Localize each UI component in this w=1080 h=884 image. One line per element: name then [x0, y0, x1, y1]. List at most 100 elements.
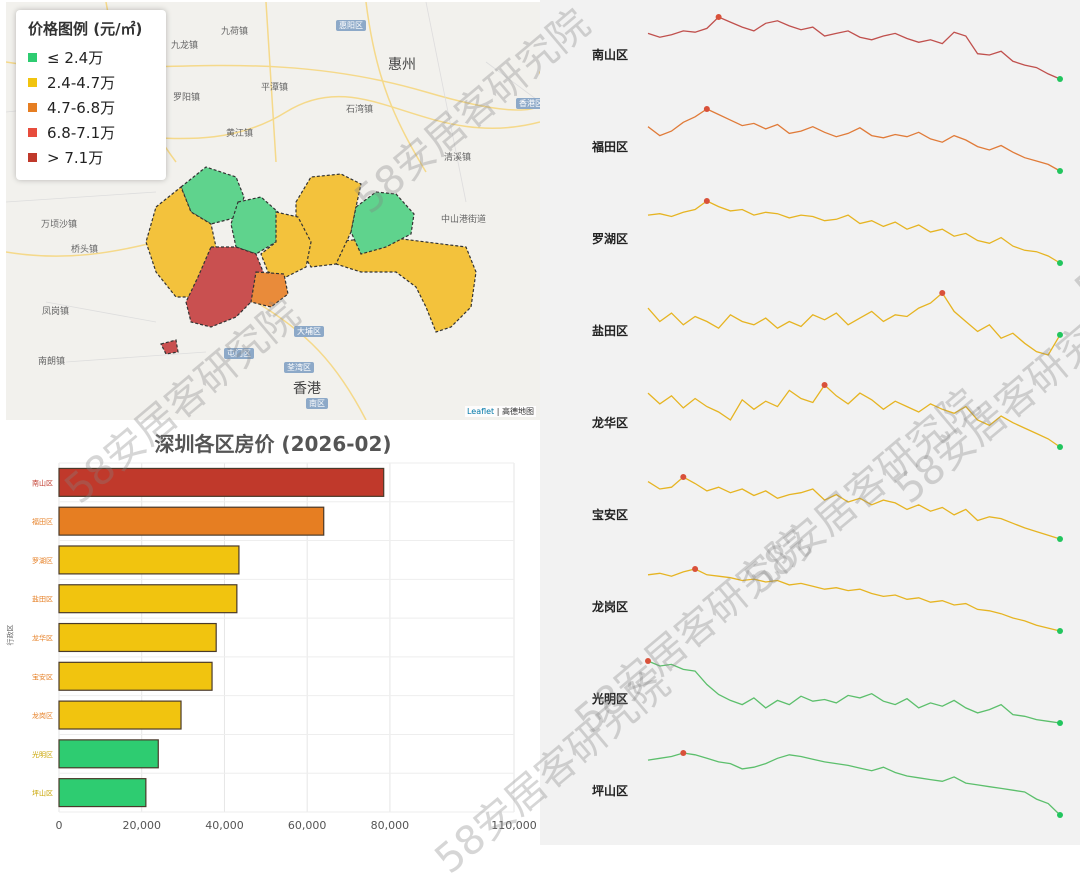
trend-label: 光明区 [592, 692, 629, 706]
trend-max-point [645, 658, 651, 664]
trend-line [647, 200, 1061, 264]
trend-line [647, 384, 1061, 448]
trend-label: 龙岗区 [592, 600, 629, 614]
map-canvas [6, 2, 540, 420]
map-badge: 惠阳区 [336, 20, 366, 31]
bar[interactable] [58, 584, 238, 614]
bar[interactable] [58, 739, 159, 769]
trend-max-point [692, 566, 699, 572]
legend-swatch [28, 53, 37, 62]
region-nanshan[interactable] [185, 246, 265, 328]
bar[interactable] [58, 661, 213, 691]
trend-last-point [1057, 331, 1063, 338]
trend-canvas [645, 14, 1063, 818]
map-label: 南朗镇 [38, 357, 66, 367]
trend-max-point [715, 14, 722, 20]
legend-label: > 7.1万 [47, 149, 104, 167]
bar[interactable] [58, 778, 147, 808]
trend-max-point [939, 290, 946, 296]
bar[interactable] [58, 622, 217, 653]
trend-line [647, 660, 1061, 724]
price-bar-chart: 深圳各区房价 (2026-02) 0 20,000 40,000 60,000 80,0… [6, 420, 540, 845]
price-legend: 价格图例 (元/㎡) ≤ 2.4万 2.4-4.7万 4.7-6.8万 6.8-7.1… [16, 10, 166, 180]
map-badge: 香港区 [516, 98, 540, 109]
region-futian[interactable] [250, 271, 289, 308]
city-label-hongkong: 香港 [293, 381, 321, 397]
map-badge: 荃湾区 [284, 362, 314, 373]
y-tick-label: 坪山区 [32, 789, 53, 798]
bar[interactable] [58, 467, 385, 497]
region-luohu[interactable] [260, 211, 312, 278]
x-tick-label: 60,000 [288, 819, 327, 832]
map-label: 凤岗镇 [42, 307, 70, 317]
bar[interactable] [58, 700, 182, 730]
trend-line [647, 292, 1061, 356]
trend-max-point [703, 198, 710, 204]
map-label: 桥头镇 [71, 245, 99, 255]
region-longgang-east[interactable] [330, 236, 477, 333]
trend-last-point [1057, 168, 1063, 174]
bar[interactable] [58, 506, 325, 536]
trend-last-point [1057, 536, 1063, 542]
trend-label: 坪山区 [592, 784, 629, 798]
trend-last-point [1057, 444, 1063, 450]
map-badge: 大埔区 [294, 326, 324, 337]
legend-title: 价格图例 (元/㎡) [28, 20, 143, 38]
trend-line [647, 476, 1061, 540]
map-label: 九荷镇 [221, 27, 249, 37]
trend-label: 福田区 [592, 140, 629, 154]
bar[interactable] [58, 545, 240, 575]
district-polygons [145, 166, 477, 355]
x-tick-label: 20,000 [122, 819, 161, 832]
district-trend-panel: 南山区 福田区 罗湖区 盐田区 龙华区 宝安区 龙岗区 光明区 坪山区 [540, 0, 1080, 845]
legend-item: 4.7-6.8万 [28, 95, 156, 120]
y-tick-label: 龙岗区 [32, 711, 53, 720]
city-label-huizhou: 惠州 [388, 57, 416, 73]
map-attribution: Leaflet | 高德地图 [464, 406, 536, 417]
y-tick-label: 宝安区 [32, 672, 53, 681]
y-tick-label: 南山区 [32, 478, 53, 487]
map-label: 石湾镇 [346, 105, 374, 115]
y-tick-label: 盐田区 [32, 595, 53, 604]
legend-item: ≤ 2.4万 [28, 45, 156, 70]
legend-label: ≤ 2.4万 [47, 49, 104, 67]
trend-line [647, 752, 1061, 816]
trend-label: 罗湖区 [592, 232, 629, 246]
map-badge: 南区 [306, 398, 328, 409]
x-tick-label: 80,000 [371, 819, 410, 832]
trend-last-point [1057, 260, 1063, 266]
legend-swatch [28, 153, 37, 162]
trend-label: 盐田区 [592, 324, 629, 338]
legend-rows: ≤ 2.4万 2.4-4.7万 4.7-6.8万 6.8-7.1万 > 7.1万 [28, 45, 156, 170]
x-tick-label: 110,000 [491, 819, 537, 832]
map-label: 黄江镇 [226, 129, 254, 139]
region-island [160, 339, 179, 355]
map-source: | 高德地图 [496, 407, 534, 416]
legend-swatch [28, 128, 37, 137]
region-longhua[interactable] [230, 196, 279, 255]
trend-max-point [680, 474, 687, 480]
x-tick-label: 0 [56, 819, 63, 832]
y-tick-label: 罗湖区 [32, 556, 53, 565]
map-label: 清溪镇 [444, 153, 472, 163]
region-pingshan[interactable] [350, 191, 415, 255]
legend-label: 2.4-4.7万 [47, 74, 116, 92]
map-label: 罗阳镇 [173, 93, 201, 103]
district-price-map[interactable]: 惠州 香港 九龙镇 九荷镇 罗阳镇 平潭镇 石湾镇 黄江镇 清溪镇 万顷沙镇 桥… [6, 2, 540, 420]
bar-chart-canvas: 0 20,000 40,000 60,000 80,000 110,000 南山区福田区罗湖… [32, 462, 537, 832]
map-label: 万顷沙镇 [41, 220, 78, 230]
trend-last-point [1057, 812, 1063, 818]
map-label: 平潭镇 [261, 83, 289, 93]
legend-swatch [28, 103, 37, 112]
trend-max-point [703, 106, 710, 112]
legend-item: > 7.1万 [28, 145, 156, 170]
legend-item: 6.8-7.1万 [28, 120, 156, 145]
map-badge: 屯门区 [224, 348, 254, 359]
y-tick-label: 福田区 [32, 517, 53, 526]
leaflet-link[interactable]: Leaflet [466, 407, 495, 416]
y-tick-label: 光明区 [32, 750, 53, 759]
trend-label: 南山区 [592, 48, 629, 62]
trend-line [647, 108, 1061, 172]
trend-label: 龙华区 [592, 416, 629, 430]
legend-label: 6.8-7.1万 [47, 124, 116, 142]
